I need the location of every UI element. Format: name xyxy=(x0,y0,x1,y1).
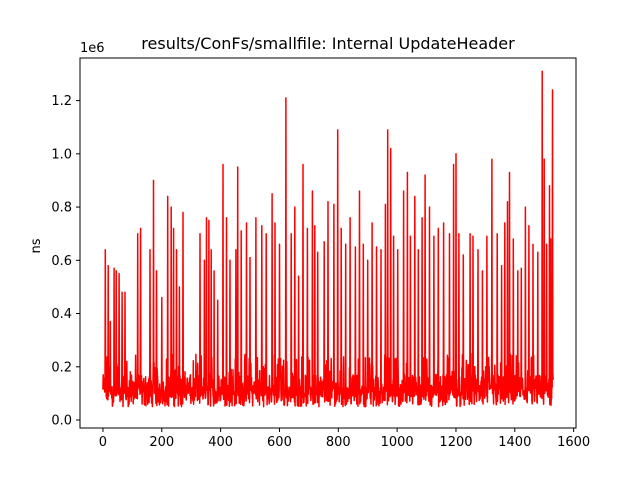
y-axis: 0.0 0.2 0.4 0.6 0.8 1.0 1.2 xyxy=(51,94,80,429)
chart-title: results/ConFs/smallfile: Internal Update… xyxy=(141,34,515,53)
x-tick-label: 800 xyxy=(326,435,351,450)
x-tick-label: 1400 xyxy=(498,435,531,450)
y-tick-label: 0.0 xyxy=(51,414,72,429)
x-tick-label: 600 xyxy=(267,435,292,450)
y-tick-label: 0.6 xyxy=(51,254,72,269)
y-tick-label: 0.2 xyxy=(51,360,72,375)
x-tick-label: 400 xyxy=(208,435,233,450)
y-axis-label: ns xyxy=(29,238,44,253)
series-line xyxy=(102,70,554,408)
y-tick-label: 1.0 xyxy=(51,147,72,162)
x-tick-label: 200 xyxy=(149,435,174,450)
y-tick-label: 0.8 xyxy=(51,201,72,216)
x-tick-label: 1000 xyxy=(381,435,414,450)
x-axis: 0 200 400 600 800 1000 1200 1400 1600 xyxy=(99,428,590,450)
y-tick-label: 0.4 xyxy=(51,307,72,322)
plot-layer xyxy=(102,70,554,408)
y-offset-label: 1e6 xyxy=(80,41,105,56)
x-tick-label: 1600 xyxy=(557,435,590,450)
x-tick-label: 0 xyxy=(99,435,107,450)
x-tick-label: 1200 xyxy=(439,435,472,450)
plot-frame xyxy=(79,57,577,429)
y-tick-label: 1.2 xyxy=(51,94,72,109)
